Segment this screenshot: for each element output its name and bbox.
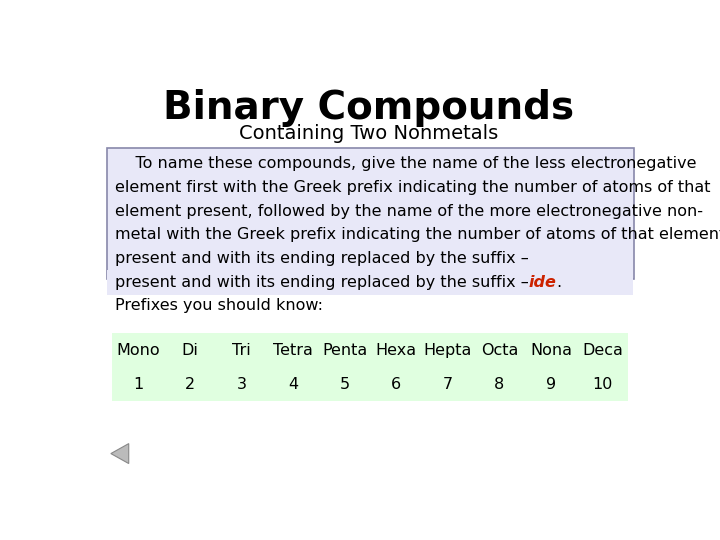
Text: Binary Compounds: Binary Compounds <box>163 90 575 127</box>
Text: 5: 5 <box>340 376 350 392</box>
FancyBboxPatch shape <box>107 148 634 279</box>
Text: present and with its ending replaced by the suffix –: present and with its ending replaced by … <box>115 275 529 290</box>
Text: Nona: Nona <box>530 342 572 357</box>
Text: Penta: Penta <box>322 342 367 357</box>
Text: To name these compounds, give the name of the less electronegative: To name these compounds, give the name o… <box>115 156 697 171</box>
Text: Hepta: Hepta <box>423 342 472 357</box>
Text: Octa: Octa <box>481 342 518 357</box>
Text: 8: 8 <box>495 376 505 392</box>
Text: Prefixes you should know:: Prefixes you should know: <box>115 299 323 313</box>
Text: 10: 10 <box>593 376 613 392</box>
Text: 1: 1 <box>133 376 143 392</box>
Text: Deca: Deca <box>582 342 623 357</box>
Text: element present, followed by the name of the more electronegative non-: element present, followed by the name of… <box>115 204 703 219</box>
Text: 2: 2 <box>184 376 195 392</box>
Text: present and with its ending replaced by the suffix –: present and with its ending replaced by … <box>115 251 529 266</box>
Text: 6: 6 <box>391 376 401 392</box>
Polygon shape <box>111 443 129 463</box>
Text: Di: Di <box>181 342 198 357</box>
Text: 9: 9 <box>546 376 556 392</box>
Text: ide: ide <box>529 275 557 290</box>
Text: Mono: Mono <box>117 342 160 357</box>
Text: element first with the Greek prefix indicating the number of atoms of that: element first with the Greek prefix indi… <box>115 180 711 195</box>
FancyBboxPatch shape <box>107 270 634 295</box>
Text: 7: 7 <box>443 376 453 392</box>
Text: metal with the Greek prefix indicating the number of atoms of that element: metal with the Greek prefix indicating t… <box>115 227 720 242</box>
Text: 4: 4 <box>288 376 298 392</box>
Text: Tri: Tri <box>232 342 251 357</box>
Text: 3: 3 <box>236 376 246 392</box>
Text: Hexa: Hexa <box>376 342 417 357</box>
Text: Tetra: Tetra <box>273 342 313 357</box>
FancyBboxPatch shape <box>112 333 629 401</box>
Text: .: . <box>557 275 562 290</box>
Text: Containing Two Nonmetals: Containing Two Nonmetals <box>239 124 499 143</box>
